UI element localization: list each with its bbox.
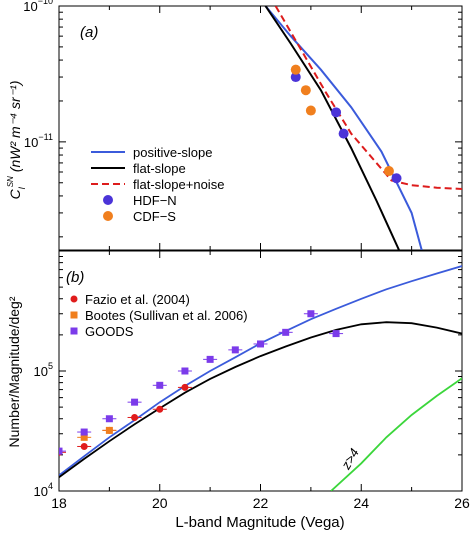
data-point-fazio-et-al-2004: [156, 405, 164, 413]
panel-b-frame: [58, 250, 463, 492]
panel-b-y-axis-title: Number/Magnitude/deg²: [6, 296, 22, 447]
data-point-cdf-s: [305, 105, 316, 116]
data-point-hdf-n: [290, 72, 301, 83]
data-point-hdf-n: [331, 107, 342, 118]
data-point-hdf-n: [391, 173, 402, 184]
series-line-flat-slope-noise: [274, 6, 462, 190]
x-tick-label: 24: [353, 495, 369, 511]
panel-b-y-tick-label: 104: [34, 481, 53, 499]
legend-label-cdf-s: CDF−S: [133, 209, 176, 224]
data-point-cdf-s: [383, 166, 394, 177]
panel-a-frame: [58, 5, 463, 251]
data-point-cdf-s: [290, 64, 301, 75]
panel-b-label: (b): [66, 269, 84, 286]
panel-a-y-axis-title: ClSN(nW² m⁻⁴ sr⁻¹): [6, 81, 27, 200]
data-point-goods: [231, 346, 239, 354]
data-point-goods: [80, 428, 88, 436]
legend-swatch-hdf-n: [103, 195, 113, 205]
x-axis-title: L-band Magnitude (Vega): [175, 514, 344, 531]
model-curve-2: [330, 377, 462, 491]
panel-b-y-tick-label: 105: [34, 361, 53, 379]
data-point-goods: [131, 398, 139, 406]
legend-label-flat-slope: flat-slope: [133, 161, 186, 176]
x-tick-label: 18: [51, 495, 67, 511]
data-point-bootes-sullivan-et-al-2006: [105, 426, 113, 434]
data-point-goods: [105, 415, 113, 423]
legend-label-positive-slope: positive-slope: [133, 145, 213, 160]
data-point-goods: [181, 367, 189, 375]
data-point-bootes-sullivan-et-al-2006: [80, 433, 88, 441]
x-tick-label: 20: [152, 495, 168, 511]
data-point-hdf-n: [338, 128, 349, 139]
data-point-goods: [257, 340, 264, 348]
series-line-flat-slope: [264, 6, 400, 250]
legend-swatch-cdf-s: [103, 211, 113, 221]
data-point-fazio-et-al-2004: [131, 413, 139, 421]
data-point-cdf-s: [300, 85, 311, 96]
data-point-goods: [307, 310, 315, 318]
x-tick-label: 22: [253, 495, 269, 511]
legend-label-flat-slope-noise: flat-slope+noise: [133, 177, 224, 192]
data-point-goods: [206, 355, 214, 363]
panel-a-label: (a): [80, 24, 98, 41]
series-line-positive-slope: [264, 6, 423, 250]
data-point-goods: [332, 330, 340, 338]
legend-swatch-goods: [70, 327, 78, 335]
legend-label-hdf-n: HDF−N: [133, 193, 177, 208]
legend-label-goods: GOODS: [85, 324, 134, 339]
annotation-z-gt-4: z>4: [338, 446, 362, 473]
data-point-goods: [156, 381, 164, 389]
legend-label-fazio-et-al-2004: Fazio et al. (2004): [85, 292, 190, 307]
data-point-goods: [282, 328, 290, 336]
panel-a-y-tick-label: 10−11: [24, 132, 53, 150]
x-tick-label: 26: [454, 495, 470, 511]
legend-label-bootes-sullivan-et-al-2006: Bootes (Sullivan et al. 2006): [85, 308, 248, 323]
panel-a-y-tick-label: 10−10: [23, 0, 53, 14]
legend-swatch-fazio-et-al-2004: [70, 295, 78, 303]
legend-swatch-bootes-sullivan-et-al-2006: [70, 311, 78, 319]
data-point-fazio-et-al-2004: [181, 383, 189, 391]
data-point-goods: [59, 447, 63, 455]
data-point-fazio-et-al-2004: [80, 442, 88, 450]
model-curve-1: [59, 321, 462, 479]
